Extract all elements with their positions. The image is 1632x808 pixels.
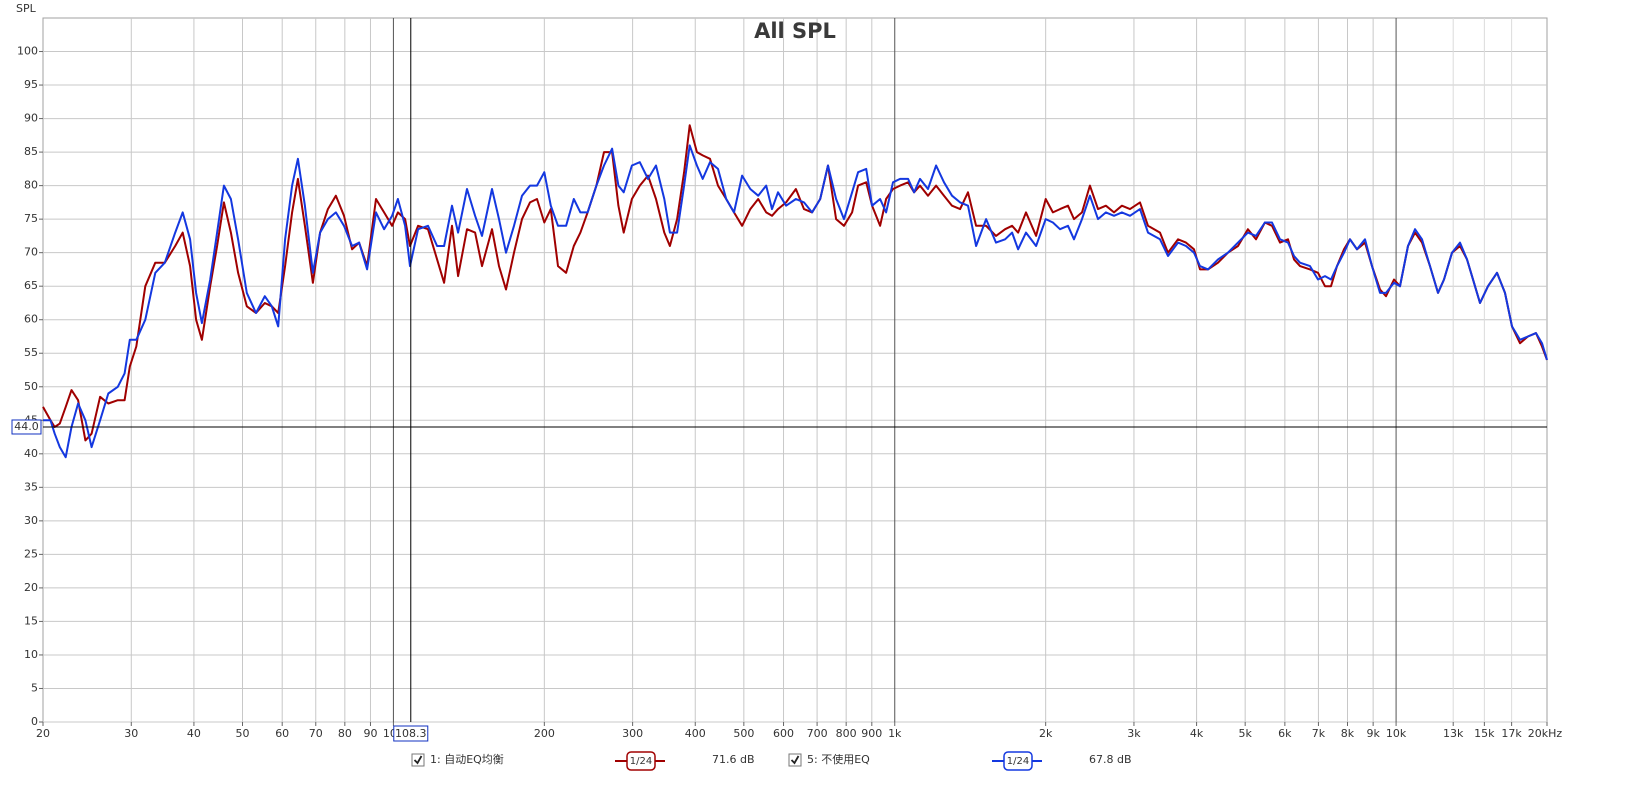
legend-checkbox[interactable]	[411, 753, 425, 767]
x-tick-label: 15k	[1474, 727, 1495, 740]
x-tick-label: 70	[309, 727, 323, 740]
x-tick-label: 9k	[1366, 727, 1380, 740]
y-tick-label: 95	[24, 78, 38, 91]
x-tick-label: 4k	[1190, 727, 1204, 740]
x-tick-label: 200	[534, 727, 555, 740]
legend-level: 71.6 dB	[712, 753, 755, 766]
x-tick-label: 900	[861, 727, 882, 740]
chart-title: All SPL	[754, 19, 836, 43]
legend-label: 1: 自动EQ均衡	[430, 753, 504, 766]
y-tick-label: 20	[24, 581, 38, 594]
y-tick-label: 50	[24, 380, 38, 393]
y-axis-label: SPL	[16, 2, 37, 15]
x-tick-label: 7k	[1312, 727, 1326, 740]
x-tick-label: 30	[124, 727, 138, 740]
x-tick-label: 8k	[1341, 727, 1355, 740]
y-tick-label: 65	[24, 279, 38, 292]
x-tick-label: 800	[836, 727, 857, 740]
x-tick-label: 500	[733, 727, 754, 740]
x-tick-label: 40	[187, 727, 201, 740]
y-tick-label: 55	[24, 346, 38, 359]
y-tick-label: 5	[31, 681, 38, 694]
x-tick-label: 20	[36, 727, 50, 740]
x-tick-label: 300	[622, 727, 643, 740]
x-tick-label: 17k	[1501, 727, 1522, 740]
x-tick-label: 90	[363, 727, 377, 740]
y-tick-label: 25	[24, 547, 38, 560]
cursor-y-label: 44.0	[14, 420, 39, 433]
y-tick-label: 60	[24, 313, 38, 326]
cursor-x-label: 108.3	[395, 727, 427, 740]
legend-checkmark	[790, 755, 800, 765]
y-tick-label: 80	[24, 179, 38, 192]
legend-smoothing: 1/24	[630, 756, 652, 767]
y-tick-label: 40	[24, 447, 38, 460]
legend-checkmark	[413, 755, 423, 765]
legend-smoothing-box[interactable]	[626, 751, 656, 771]
y-tick-label: 100	[17, 45, 38, 58]
y-tick-label: 75	[24, 212, 38, 225]
legend-smoothing-box[interactable]	[1003, 751, 1033, 771]
x-tick-label: 10k	[1386, 727, 1407, 740]
x-tick-label: 3k	[1127, 727, 1141, 740]
y-tick-label: 70	[24, 246, 38, 259]
series-line	[42, 124, 1548, 442]
x-tick-label: 5k	[1238, 727, 1252, 740]
x-tick-label: 60	[275, 727, 289, 740]
x-tick-label: 50	[236, 727, 250, 740]
x-tick-label: 700	[807, 727, 828, 740]
y-tick-label: 15	[24, 614, 38, 627]
y-tick-label: 0	[31, 715, 38, 728]
cursor-box	[11, 419, 42, 435]
y-tick-label: 10	[24, 648, 38, 661]
y-tick-label: 85	[24, 145, 38, 158]
cursor-box	[393, 725, 429, 742]
x-tick-label: 400	[685, 727, 706, 740]
y-tick-label: 35	[24, 480, 38, 493]
x-tick-label: 2k	[1039, 727, 1053, 740]
x-tick-label: 600	[773, 727, 794, 740]
y-tick-label: 90	[24, 112, 38, 125]
legend-checkbox[interactable]	[788, 753, 802, 767]
legend-label: 5: 不使用EQ	[807, 753, 870, 766]
x-tick-label: 20kHz	[1528, 727, 1563, 740]
legend-smoothing: 1/24	[1007, 756, 1029, 767]
x-tick-label: 6k	[1278, 727, 1292, 740]
y-tick-label: 30	[24, 514, 38, 527]
x-tick-label: 1k	[888, 727, 902, 740]
x-tick-label: 13k	[1443, 727, 1464, 740]
legend-level: 67.8 dB	[1089, 753, 1132, 766]
x-tick-label: 80	[338, 727, 352, 740]
plot-area	[42, 17, 1548, 723]
series-line	[43, 144, 1548, 459]
